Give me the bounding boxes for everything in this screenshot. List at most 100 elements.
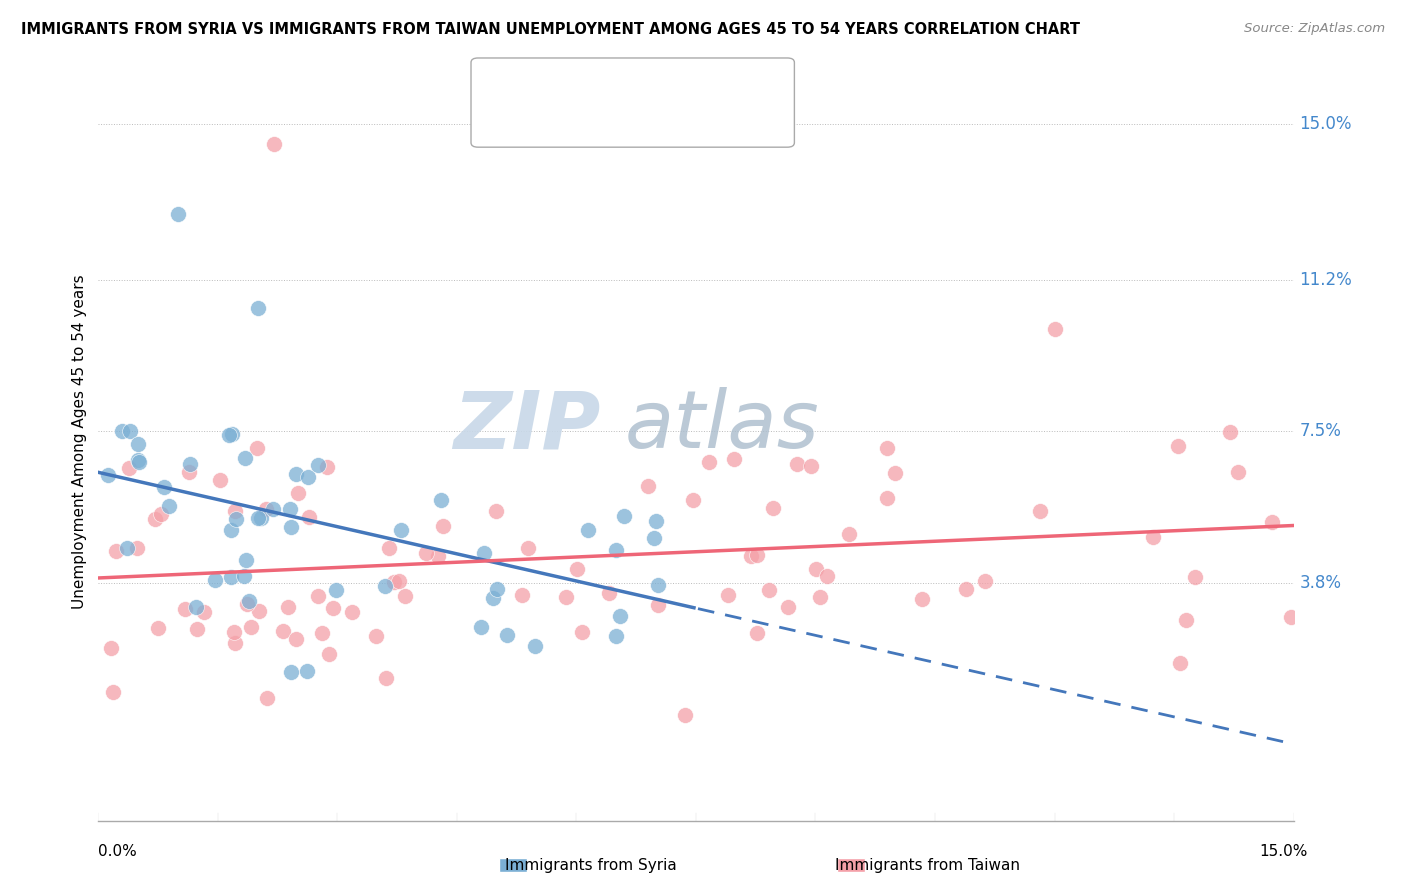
Point [254, 502, 277, 516]
Point [298, 509, 321, 524]
Point [374, 579, 396, 593]
Point [555, 590, 578, 604]
Point [278, 501, 301, 516]
Point [224, 504, 246, 518]
Point [643, 531, 665, 545]
Point [647, 598, 669, 612]
Point [762, 500, 785, 515]
Point [280, 665, 302, 679]
Point [232, 568, 254, 582]
Point [177, 465, 200, 479]
Point [1261, 516, 1284, 530]
Point [645, 514, 668, 528]
Point [263, 137, 285, 152]
Point [157, 500, 180, 514]
Point [179, 458, 201, 472]
Point [297, 470, 319, 484]
Point [150, 508, 173, 522]
Point [146, 621, 169, 635]
Point [186, 622, 208, 636]
Point [127, 453, 149, 467]
Point [496, 628, 519, 642]
Point [233, 450, 256, 465]
Point [647, 577, 669, 591]
Point [1029, 504, 1052, 518]
Point [204, 573, 226, 587]
Point [115, 541, 138, 555]
Y-axis label: Unemployment Among Ages 45 to 54 years: Unemployment Among Ages 45 to 54 years [72, 274, 87, 609]
Point [340, 605, 363, 619]
Point [389, 523, 412, 537]
Text: Source: ZipAtlas.com: Source: ZipAtlas.com [1244, 22, 1385, 36]
Point [193, 605, 215, 619]
Point [256, 690, 278, 705]
Point [246, 442, 269, 456]
Point [682, 492, 704, 507]
Point [287, 486, 309, 500]
Point [717, 588, 740, 602]
Text: 7.5%: 7.5% [1299, 422, 1341, 441]
Point [605, 629, 627, 643]
Point [815, 569, 838, 583]
Point [364, 629, 387, 643]
Text: R = -0.165   N = 51: R = -0.165 N = 51 [536, 80, 686, 95]
Point [280, 520, 302, 534]
Point [277, 599, 299, 614]
Point [974, 574, 997, 588]
Point [808, 590, 831, 604]
Text: 11.2%: 11.2% [1299, 270, 1353, 289]
Point [262, 501, 284, 516]
Point [415, 546, 437, 560]
Point [786, 457, 808, 471]
Point [238, 593, 260, 607]
Point [247, 603, 270, 617]
Point [740, 549, 762, 564]
Point [224, 624, 246, 639]
Point [430, 492, 453, 507]
Text: Immigrants from Syria: Immigrants from Syria [505, 858, 676, 872]
Point [1226, 465, 1249, 479]
Point [598, 586, 620, 600]
Point [884, 466, 907, 480]
Point [173, 602, 195, 616]
Point [470, 620, 492, 634]
Point [219, 523, 242, 537]
Text: 3.8%: 3.8% [1299, 574, 1341, 592]
Point [510, 588, 533, 602]
Point [97, 468, 120, 483]
Point [125, 541, 148, 556]
Point [184, 600, 207, 615]
Point [485, 582, 508, 597]
Point [100, 640, 122, 655]
Point [955, 582, 977, 597]
Bar [496, 112, 527, 128]
Point [1167, 439, 1189, 453]
Point [318, 647, 340, 661]
Point [225, 511, 247, 525]
Point [285, 632, 308, 646]
Point [388, 574, 411, 588]
Text: Immigrants from Taiwan: Immigrants from Taiwan [835, 858, 1021, 872]
Point [246, 511, 269, 525]
Point [432, 519, 454, 533]
Point [316, 460, 339, 475]
Point [576, 523, 599, 537]
Point [482, 591, 505, 605]
Point [235, 553, 257, 567]
Point [224, 636, 246, 650]
Point [605, 543, 627, 558]
Text: 15.0%: 15.0% [1260, 845, 1308, 859]
Bar [496, 79, 527, 95]
Point [800, 458, 823, 473]
Point [565, 561, 588, 575]
Point [152, 479, 174, 493]
Point [101, 685, 124, 699]
Point [285, 467, 308, 482]
Point [1184, 570, 1206, 584]
Point [218, 428, 240, 442]
Point [118, 460, 141, 475]
Point [1168, 656, 1191, 670]
Text: atlas: atlas [624, 387, 820, 466]
Point [271, 624, 294, 638]
Point [394, 589, 416, 603]
